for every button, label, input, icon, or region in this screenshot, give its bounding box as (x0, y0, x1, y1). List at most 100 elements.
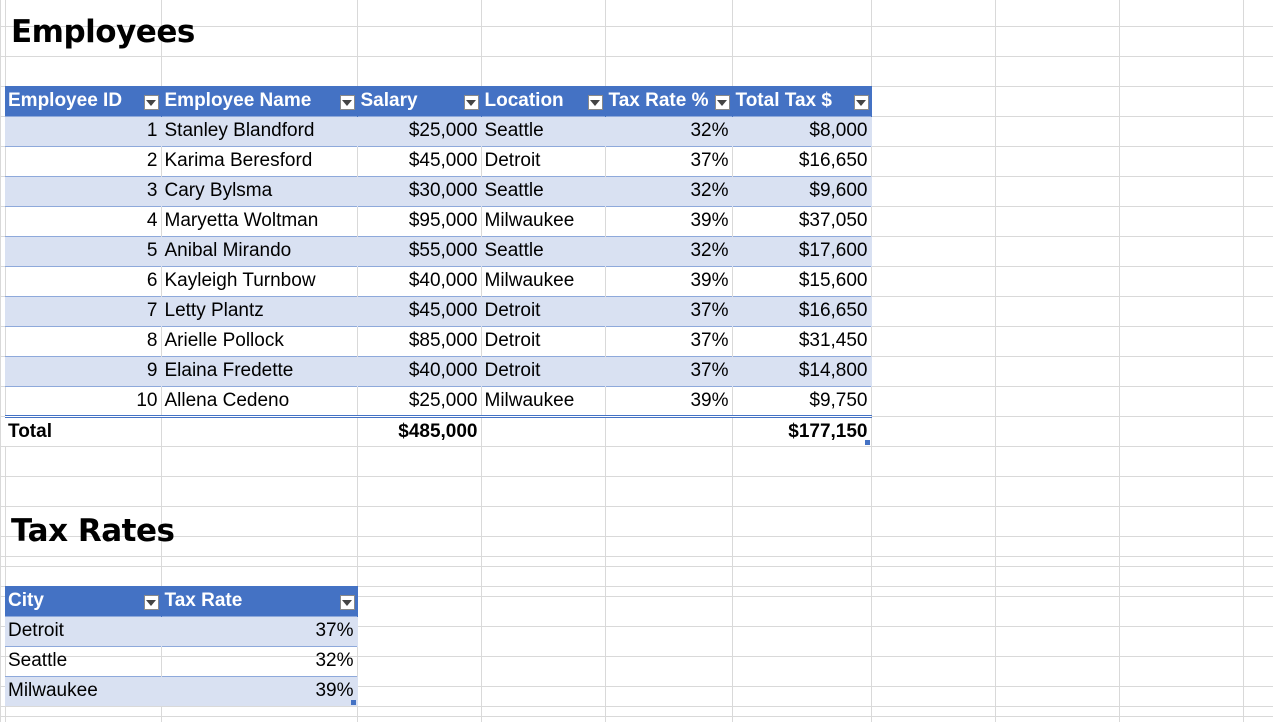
table-cell[interactable]: 37% (161, 615, 358, 646)
table-row[interactable]: Seattle 32% (5, 645, 358, 676)
table-cell[interactable]: Detroit (481, 355, 606, 386)
table-cell[interactable]: Detroit (481, 295, 606, 326)
total-salary[interactable]: $485,000 (357, 414, 482, 446)
table-cell[interactable]: 37% (605, 145, 733, 176)
table-cell[interactable]: Detroit (5, 615, 162, 646)
filter-dropdown-icon[interactable] (339, 595, 355, 610)
filter-dropdown-icon[interactable] (463, 95, 479, 110)
table-cell[interactable]: $45,000 (357, 295, 482, 326)
tax-rates-table[interactable]: City Tax Rate Detroit 37% Seattle 32% Milwauk… (5, 586, 358, 706)
employees-table[interactable]: Employee ID Employee Name Salary Location Ta… (5, 86, 872, 446)
table-cell[interactable]: $16,650 (732, 295, 872, 326)
table-cell[interactable]: 32% (605, 115, 733, 146)
table-row[interactable]: 9 Elaina Fredette $40,000 Detroit 37% $14,800 (5, 355, 872, 386)
table-cell[interactable]: Detroit (481, 145, 606, 176)
table-cell[interactable]: Milwaukee (481, 385, 606, 416)
table-cell[interactable]: $45,000 (357, 145, 482, 176)
total-tax[interactable]: $177,150 (732, 414, 872, 446)
table-cell[interactable]: Letty Plantz (161, 295, 358, 326)
table-cell[interactable]: 5 (5, 235, 162, 266)
table-cell[interactable]: $31,450 (732, 325, 872, 356)
header-total-tax[interactable]: Total Tax $ (732, 86, 872, 116)
table-cell[interactable]: 9 (5, 355, 162, 386)
table-row[interactable]: 6 Kayleigh Turnbow $40,000 Milwaukee 39% $15,… (5, 265, 872, 296)
table-cell[interactable]: $25,000 (357, 115, 482, 146)
table-cell[interactable]: $8,000 (732, 115, 872, 146)
total-label[interactable]: Total (5, 414, 162, 446)
table-cell[interactable]: 39% (605, 385, 733, 416)
table-cell[interactable]: $9,750 (732, 385, 872, 416)
header-tax-rate[interactable]: Tax Rate (161, 586, 358, 616)
table-cell[interactable]: 32% (161, 645, 358, 676)
table-cell[interactable]: Detroit (481, 325, 606, 356)
table-cell[interactable]: $55,000 (357, 235, 482, 266)
total-empty-cell[interactable] (161, 414, 358, 446)
header-salary[interactable]: Salary (357, 86, 482, 116)
header-tax-rate[interactable]: Tax Rate % (605, 86, 733, 116)
table-cell[interactable]: Seattle (481, 175, 606, 206)
table-cell[interactable]: $14,800 (732, 355, 872, 386)
table-cell[interactable]: $85,000 (357, 325, 482, 356)
tax-rates-table-resize-handle[interactable] (351, 700, 356, 705)
table-row[interactable]: 10 Allena Cedeno $25,000 Milwaukee 39% $9,750 (5, 385, 872, 416)
table-cell[interactable]: 8 (5, 325, 162, 356)
table-cell[interactable]: $37,050 (732, 205, 872, 236)
table-cell[interactable]: $40,000 (357, 265, 482, 296)
table-cell[interactable]: Seattle (481, 235, 606, 266)
table-row[interactable]: 8 Arielle Pollock $85,000 Detroit 37% $31,450 (5, 325, 872, 356)
table-cell[interactable]: Seattle (5, 645, 162, 676)
table-cell[interactable]: Stanley Blandford (161, 115, 358, 146)
table-cell[interactable]: Anibal Mirando (161, 235, 358, 266)
filter-dropdown-icon[interactable] (587, 95, 603, 110)
filter-dropdown-icon[interactable] (339, 95, 355, 110)
table-row[interactable]: 1 Stanley Blandford $25,000 Seattle 32% $8,00… (5, 115, 872, 146)
table-cell[interactable]: Allena Cedeno (161, 385, 358, 416)
table-cell[interactable]: Kayleigh Turnbow (161, 265, 358, 296)
total-empty-cell[interactable] (605, 414, 733, 446)
table-cell[interactable]: Karima Beresford (161, 145, 358, 176)
table-cell[interactable]: 6 (5, 265, 162, 296)
table-cell[interactable]: 1 (5, 115, 162, 146)
table-cell[interactable]: 37% (605, 325, 733, 356)
table-cell[interactable]: 4 (5, 205, 162, 236)
table-cell[interactable]: $17,600 (732, 235, 872, 266)
table-cell[interactable]: $9,600 (732, 175, 872, 206)
table-cell[interactable]: $95,000 (357, 205, 482, 236)
table-cell[interactable]: 3 (5, 175, 162, 206)
header-city[interactable]: City (5, 586, 162, 616)
table-cell[interactable]: Elaina Fredette (161, 355, 358, 386)
table-cell[interactable]: 32% (605, 235, 733, 266)
table-row[interactable]: 7 Letty Plantz $45,000 Detroit 37% $16,650 (5, 295, 872, 326)
table-cell[interactable]: $16,650 (732, 145, 872, 176)
table-cell[interactable]: $25,000 (357, 385, 482, 416)
table-row[interactable]: Detroit 37% (5, 615, 358, 646)
table-cell[interactable]: 37% (605, 355, 733, 386)
table-cell[interactable]: 2 (5, 145, 162, 176)
table-row[interactable]: 2 Karima Beresford $45,000 Detroit 37% $16,65… (5, 145, 872, 176)
table-cell[interactable]: Milwaukee (5, 675, 162, 706)
filter-dropdown-icon[interactable] (143, 95, 159, 110)
table-cell[interactable]: Milwaukee (481, 265, 606, 296)
employees-table-resize-handle[interactable] (865, 440, 870, 445)
table-cell[interactable]: $15,600 (732, 265, 872, 296)
filter-dropdown-icon[interactable] (714, 95, 730, 110)
table-cell[interactable]: Maryetta Woltman (161, 205, 358, 236)
table-cell[interactable]: 39% (161, 675, 358, 706)
header-employee-id[interactable]: Employee ID (5, 86, 162, 116)
table-cell[interactable]: Cary Bylsma (161, 175, 358, 206)
table-cell[interactable]: 37% (605, 295, 733, 326)
table-row[interactable]: 3 Cary Bylsma $30,000 Seattle 32% $9,600 (5, 175, 872, 206)
filter-dropdown-icon[interactable] (853, 95, 869, 110)
table-cell[interactable]: 7 (5, 295, 162, 326)
header-employee-name[interactable]: Employee Name (161, 86, 358, 116)
table-cell[interactable]: $30,000 (357, 175, 482, 206)
table-cell[interactable]: 10 (5, 385, 162, 416)
table-cell[interactable]: Arielle Pollock (161, 325, 358, 356)
employees-total-row[interactable]: Total $485,000 $177,150 (5, 414, 872, 446)
table-row[interactable]: 4 Maryetta Woltman $95,000 Milwaukee 39% $37,… (5, 205, 872, 236)
table-cell[interactable]: 39% (605, 265, 733, 296)
table-cell[interactable]: Seattle (481, 115, 606, 146)
table-row[interactable]: 5 Anibal Mirando $55,000 Seattle 32% $17,600 (5, 235, 872, 266)
table-cell[interactable]: 39% (605, 205, 733, 236)
header-location[interactable]: Location (481, 86, 606, 116)
